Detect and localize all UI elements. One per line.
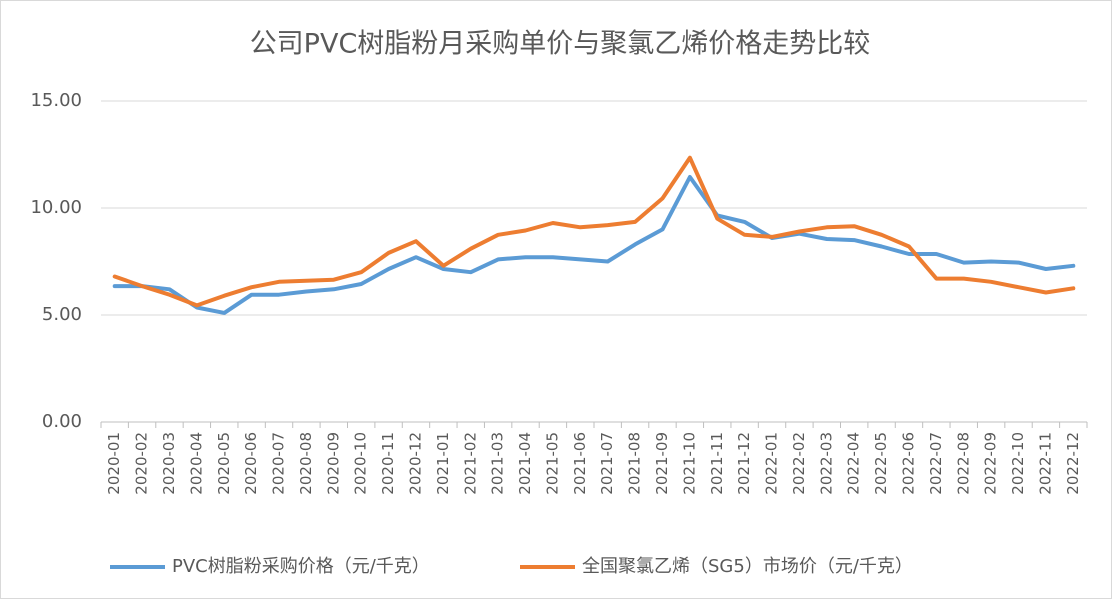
- y-tick-label: 15.00: [30, 90, 82, 111]
- x-tick-label: 2020-02: [133, 432, 151, 495]
- x-tick-label: 2021-10: [680, 432, 698, 495]
- x-tick-label: 2020-03: [160, 432, 178, 495]
- x-tick-label: 2022-10: [1009, 432, 1027, 495]
- x-tick-label: 2021-02: [461, 432, 479, 495]
- x-tick-label: 2021-05: [543, 432, 561, 495]
- x-tick-label: 2020-05: [215, 432, 233, 495]
- x-tick-label: 2020-09: [324, 432, 342, 495]
- x-tick-label: 2020-04: [187, 432, 205, 495]
- x-tick-label: 2022-09: [982, 432, 1000, 495]
- legend-label: PVC树脂粉采购价格（元/千克）: [172, 556, 430, 577]
- series-line: [112, 155, 1076, 308]
- x-tick-label: 2020-01: [105, 432, 123, 495]
- x-tick-label: 2022-01: [763, 432, 781, 495]
- legend-label: 全国聚氯乙烯（SG5）市场价（元/千克）: [582, 556, 913, 577]
- x-tick-label: 2020-08: [297, 432, 315, 495]
- x-tick-label: 2020-12: [406, 432, 424, 495]
- chart-title: 公司PVC树脂粉月采购单价与聚氯乙烯价格走势比较: [250, 29, 871, 60]
- x-tick-label: 2022-07: [927, 432, 945, 495]
- x-tick-label: 2020-11: [379, 432, 397, 495]
- x-tick-label: 2022-03: [817, 432, 835, 495]
- x-tick-label: 2021-11: [708, 432, 726, 495]
- x-tick-label: 2022-11: [1036, 432, 1054, 495]
- x-tick-label: 2022-08: [954, 432, 972, 495]
- y-tick-label: 10.00: [30, 197, 82, 218]
- x-tick-label: 2022-06: [899, 432, 917, 495]
- x-tick-label: 2021-04: [516, 432, 534, 495]
- x-tick-label: 2021-09: [653, 432, 671, 495]
- x-tick-label: 2021-12: [735, 432, 753, 495]
- y-tick-label: 5.00: [42, 304, 82, 325]
- x-tick-label: 2021-07: [598, 432, 616, 495]
- x-tick-label: 2021-03: [489, 432, 507, 495]
- x-tick-label: 2021-08: [626, 432, 644, 495]
- x-tick-label: 2020-10: [352, 432, 370, 495]
- x-tick-label: 2022-12: [1064, 432, 1082, 495]
- x-tick-label: 2021-06: [571, 432, 589, 495]
- y-tick-label: 0.00: [42, 411, 82, 432]
- x-tick-label: 2020-07: [270, 432, 288, 495]
- x-tick-label: 2022-02: [790, 432, 808, 495]
- x-tick-label: 2021-01: [434, 432, 452, 495]
- x-tick-label: 2022-04: [845, 432, 863, 495]
- x-tick-label: 2022-05: [872, 432, 890, 495]
- x-tick-label: 2020-06: [242, 432, 260, 495]
